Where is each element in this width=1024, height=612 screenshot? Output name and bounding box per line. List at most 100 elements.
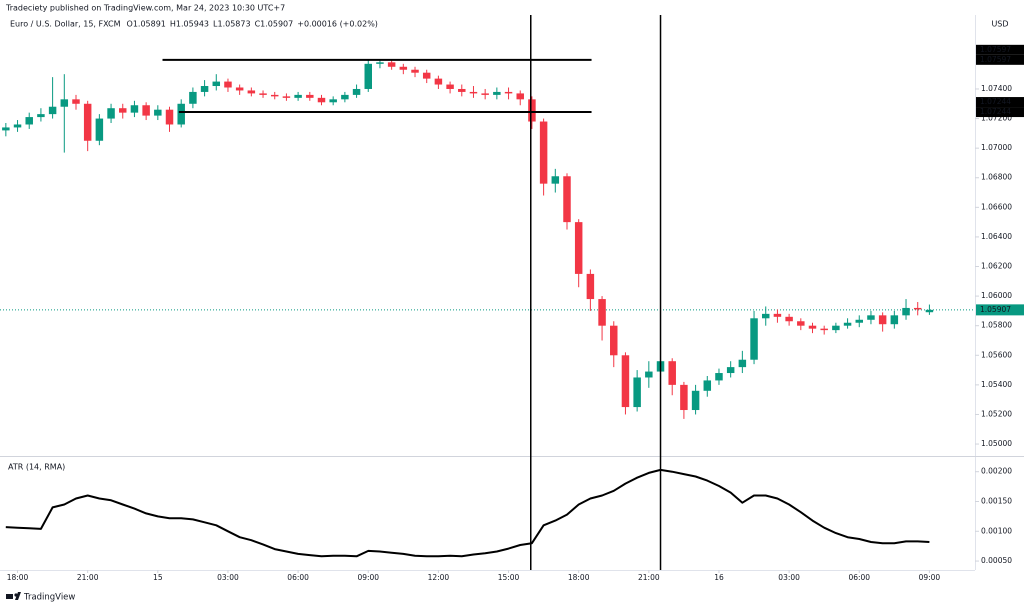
candle-body	[165, 109, 174, 125]
candle-body	[317, 97, 326, 103]
x-tick-label: 15:00	[498, 573, 520, 582]
candle-body	[352, 88, 361, 95]
x-tick-label: 03:00	[217, 573, 239, 582]
candle-body	[820, 328, 828, 331]
candle-body	[446, 84, 454, 89]
brand: TradingView	[23, 593, 75, 603]
x-tick-label: 09:00	[919, 573, 941, 582]
price-label-box	[976, 44, 1024, 55]
candle-body	[306, 94, 314, 98]
x-tick-label: 12:00	[428, 573, 450, 582]
atr-line	[5, 468, 930, 558]
y-tick-label: 1.06200	[981, 262, 1012, 271]
candle-body	[119, 108, 127, 113]
candle-body	[691, 390, 700, 411]
candle-body	[154, 109, 162, 116]
candle-body	[200, 86, 209, 92]
candle-body	[773, 313, 782, 317]
x-tick-label: 06:00	[848, 573, 870, 582]
candle-body	[633, 377, 641, 408]
candle-body	[376, 62, 384, 64]
legend: Euro / U.S. Dollar, 15, FXCM O1.05891 H1.…	[10, 20, 378, 29]
candle-body	[364, 63, 372, 89]
change-value: +0.00016 (+0.02%)	[297, 20, 378, 29]
x-tick-label: 21:00	[638, 573, 660, 582]
candle-body	[60, 99, 69, 107]
y-tick-label: 1.07200	[981, 114, 1012, 123]
logo-slash	[15, 592, 21, 600]
candle-body	[902, 307, 910, 316]
price-label: 1.07597	[980, 55, 1011, 64]
candle-body	[750, 318, 758, 360]
last-price-box	[976, 304, 1024, 316]
candle-body	[212, 81, 221, 87]
candle-body	[913, 307, 922, 310]
candle-body	[715, 373, 723, 381]
candle-body	[2, 127, 10, 131]
publisher-line: Tradeciety published on TradingView.com,…	[5, 4, 285, 13]
y-tick-label: 0.00100	[981, 526, 1012, 535]
y-tick-label: 1.05400	[981, 380, 1012, 389]
candle-body	[434, 78, 443, 85]
candle-body	[387, 62, 396, 67]
candle-body	[668, 361, 676, 385]
candle-body	[797, 321, 805, 326]
candle-body	[855, 319, 864, 323]
symbol-name: Euro / U.S. Dollar, 15, FXCM	[10, 20, 121, 29]
y-tick-label: 1.05200	[981, 409, 1012, 418]
candle-body	[341, 94, 349, 100]
x-tick-label: 18:00	[568, 573, 590, 582]
price-label: 1.07244	[980, 107, 1011, 116]
y-tick-label: 1.05600	[981, 350, 1012, 359]
candle-body	[177, 103, 185, 125]
candle-body	[235, 87, 244, 91]
y-tick-label: 1.05000	[981, 439, 1012, 448]
candle-body	[83, 103, 92, 141]
candle-body	[469, 91, 478, 94]
candle-body	[13, 124, 22, 128]
ohlc-value: L1.05873	[213, 20, 251, 29]
x-tick-label: 03:00	[778, 573, 800, 582]
candle-body	[843, 322, 852, 326]
candle-body	[95, 118, 104, 141]
x-tick-label: 16	[714, 573, 724, 582]
candle-body	[329, 99, 337, 103]
candle-body	[282, 96, 291, 98]
candle-body	[703, 380, 712, 391]
candle-body	[142, 105, 150, 116]
candle-body	[645, 371, 653, 378]
candle-body	[247, 90, 256, 94]
price-label: 1.07244	[980, 97, 1011, 106]
y-tick-label: 1.07000	[981, 143, 1012, 152]
candle-body	[598, 299, 606, 326]
candle-body	[37, 114, 45, 118]
candle-body	[808, 325, 817, 329]
y-tick-label: 0.00050	[981, 556, 1012, 565]
x-tick-label: 15	[153, 573, 163, 582]
y-tick-label: 1.07400	[981, 84, 1012, 93]
candle-body	[481, 93, 489, 95]
price-label-box	[976, 97, 1024, 108]
candle-body	[294, 94, 302, 98]
logo	[6, 592, 21, 600]
candle-body	[761, 313, 770, 319]
candle-body	[516, 93, 524, 100]
candle-body	[867, 315, 875, 320]
y-tick-label: 1.06000	[981, 291, 1012, 300]
candle-body	[785, 316, 793, 322]
currency-label: USD	[991, 20, 1008, 29]
candle-body	[189, 91, 197, 104]
x-tick-label: 21:00	[77, 573, 99, 582]
candle-body	[72, 99, 80, 104]
price-label-box	[976, 54, 1024, 65]
x-tick-label: 18:00	[7, 573, 29, 582]
candle-body	[726, 367, 735, 374]
candle-body	[551, 176, 560, 184]
candle-body	[504, 91, 513, 94]
candle-body	[574, 222, 583, 274]
candle-body	[130, 105, 139, 113]
candle-body	[528, 99, 536, 122]
candle-body	[610, 325, 618, 356]
logo-block	[6, 594, 13, 599]
